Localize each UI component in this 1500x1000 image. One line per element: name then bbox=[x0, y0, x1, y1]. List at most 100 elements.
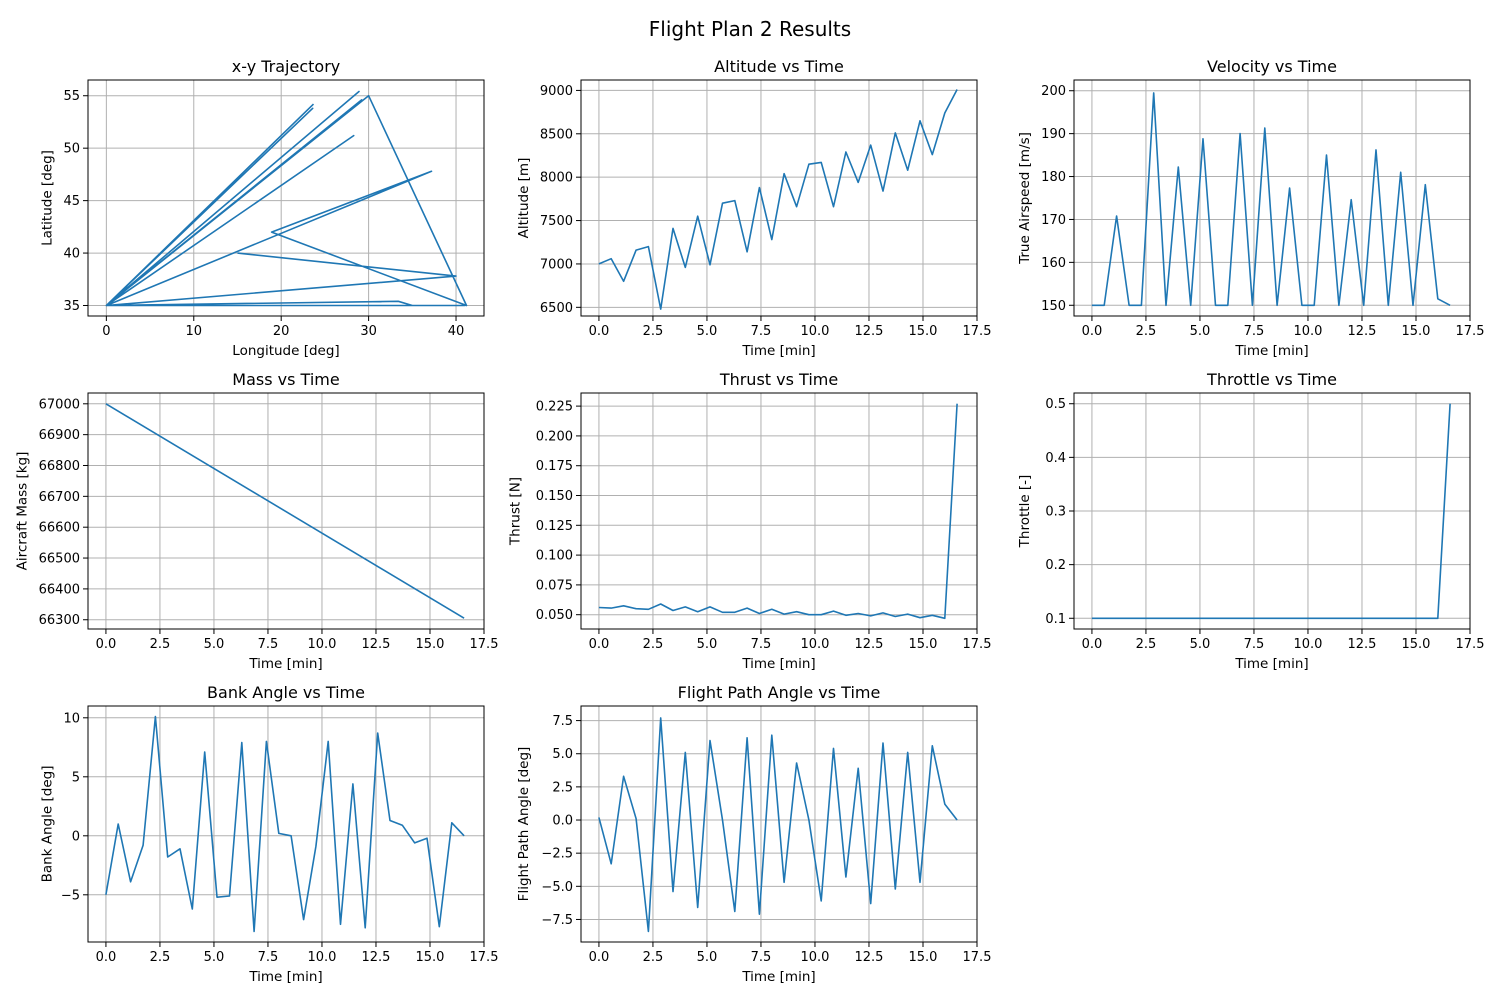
y-tick-label: 66600 bbox=[39, 521, 80, 536]
x-tick-label: 10.0 bbox=[1293, 637, 1322, 652]
axes-frame-mass bbox=[87, 392, 485, 630]
x-tick-label: 12.5 bbox=[855, 950, 884, 965]
y-axis-label: Aircraft Mass [kg] bbox=[15, 452, 31, 571]
axes-frame-bank bbox=[87, 705, 485, 943]
y-tick-label: 55 bbox=[63, 89, 80, 104]
panel-throttle: 0.0 2.5 5.0 7.5 10.0 12.5 15.0 17.5 0.1 0.2 0.3 0.4… bbox=[1017, 370, 1484, 672]
y-tick-label: 50 bbox=[63, 142, 80, 157]
x-tick-label: 17.5 bbox=[963, 950, 992, 965]
y-tick-label: −5.0 bbox=[541, 880, 573, 895]
x-tick-label: 10.0 bbox=[307, 637, 336, 652]
axes-frame-alt bbox=[580, 79, 978, 317]
y-tick-label: 66800 bbox=[39, 459, 80, 474]
y-tick-label: 0.100 bbox=[536, 549, 573, 564]
y-axis-label: Altitude [m] bbox=[516, 158, 532, 239]
x-tick-label: 2.5 bbox=[643, 324, 664, 339]
x-tick-label: 5.0 bbox=[1190, 637, 1211, 652]
x-tick-label: 30 bbox=[360, 324, 377, 339]
grid-mass bbox=[88, 393, 485, 629]
panel-title: Altitude vs Time bbox=[714, 57, 844, 76]
y-tick-label: 0.0 bbox=[552, 814, 573, 829]
x-tick-label: 17.5 bbox=[963, 637, 992, 652]
x-tick-label: 2.5 bbox=[150, 950, 171, 965]
x-tick-label: 7.5 bbox=[751, 637, 772, 652]
y-tick-label: 0.075 bbox=[536, 578, 573, 593]
x-tick-label: 2.5 bbox=[1136, 324, 1157, 339]
x-tick-label: 0.0 bbox=[589, 324, 610, 339]
y-tick-label: 150 bbox=[1041, 299, 1066, 314]
series-line-fpa bbox=[598, 717, 958, 933]
series-line-alt bbox=[598, 89, 958, 310]
x-tick-label: 5.0 bbox=[204, 950, 225, 965]
x-tick-label: 5.0 bbox=[697, 950, 718, 965]
y-axis-label: Latitude [deg] bbox=[39, 150, 55, 246]
y-tick-label: 7000 bbox=[540, 257, 573, 272]
series-line-bank bbox=[105, 715, 465, 933]
x-tick-label: 7.5 bbox=[258, 950, 279, 965]
y-tick-label: 9000 bbox=[540, 84, 573, 99]
y-tick-label: 0.175 bbox=[536, 459, 573, 474]
y-tick-label: 170 bbox=[1041, 213, 1066, 228]
x-tick-label: 20 bbox=[273, 324, 290, 339]
y-tick-label: 8000 bbox=[540, 171, 573, 186]
y-tick-label: 66700 bbox=[39, 490, 80, 505]
y-tick-label: 0.5 bbox=[1045, 397, 1066, 412]
x-tick-label: 15.0 bbox=[909, 950, 938, 965]
x-tick-label: 15.0 bbox=[1402, 324, 1431, 339]
x-axis-label: Time [min] bbox=[741, 656, 815, 672]
y-tick-label: 67000 bbox=[39, 397, 80, 412]
x-tick-label: 12.5 bbox=[362, 950, 391, 965]
panel-alt: 0.0 2.5 5.0 7.5 10.0 12.5 15.0 17.5 6500 7000 7500… bbox=[516, 57, 992, 359]
y-tick-label: 40 bbox=[63, 247, 80, 262]
x-tick-label: 0.0 bbox=[96, 950, 117, 965]
y-tick-label: 5.0 bbox=[552, 747, 573, 762]
y-tick-label: 66400 bbox=[39, 582, 80, 597]
x-tick-label: 2.5 bbox=[643, 637, 664, 652]
x-tick-label: 0.0 bbox=[589, 950, 610, 965]
y-tick-label: 160 bbox=[1041, 256, 1066, 271]
x-tick-label: 10.0 bbox=[800, 324, 829, 339]
y-tick-label: 66300 bbox=[39, 613, 80, 628]
y-tick-label: 7.5 bbox=[552, 714, 573, 729]
x-tick-label: 0.0 bbox=[1082, 324, 1103, 339]
x-tick-label: 2.5 bbox=[643, 950, 664, 965]
series-line-mass bbox=[105, 403, 465, 619]
x-tick-label: 2.5 bbox=[1136, 637, 1157, 652]
panel-title: Bank Angle vs Time bbox=[207, 683, 365, 702]
panel-title: x-y Trajectory bbox=[232, 57, 341, 76]
y-tick-label: 0 bbox=[72, 829, 80, 844]
x-tick-label: 7.5 bbox=[1244, 324, 1265, 339]
y-tick-label: 0.4 bbox=[1045, 451, 1066, 466]
x-tick-label: 7.5 bbox=[751, 950, 772, 965]
x-tick-label: 0.0 bbox=[589, 637, 610, 652]
panel-title: Flight Path Angle vs Time bbox=[678, 683, 881, 702]
y-tick-label: 66900 bbox=[39, 428, 80, 443]
y-tick-label: 0.225 bbox=[536, 400, 573, 415]
panel-title: Velocity vs Time bbox=[1207, 57, 1337, 76]
axes-frame-vel bbox=[1073, 79, 1471, 317]
series-line-throttle bbox=[1091, 403, 1451, 620]
panel-fpa: 0.0 2.5 5.0 7.5 10.0 12.5 15.0 17.5 −7.5 −5.0 −2.5… bbox=[516, 683, 992, 985]
x-tick-label: 17.5 bbox=[963, 324, 992, 339]
x-tick-label: 12.5 bbox=[855, 637, 884, 652]
x-tick-label: 15.0 bbox=[416, 637, 445, 652]
x-tick-label: 0.0 bbox=[96, 637, 117, 652]
y-tick-label: 10 bbox=[63, 711, 80, 726]
panel-xy: 0 10 20 30 40 35 40 45 50 55 x-y Trajectory Longitu… bbox=[39, 57, 485, 359]
x-tick-label: 15.0 bbox=[1402, 637, 1431, 652]
x-tick-label: 5.0 bbox=[1190, 324, 1211, 339]
y-tick-label: 2.5 bbox=[552, 780, 573, 795]
y-tick-label: 5 bbox=[72, 770, 80, 785]
y-axis-label: True Airspeed [m/s] bbox=[1017, 132, 1033, 265]
y-tick-label: 0.1 bbox=[1045, 612, 1066, 627]
x-tick-label: 2.5 bbox=[150, 637, 171, 652]
x-tick-label: 7.5 bbox=[751, 324, 772, 339]
series-line-thrust bbox=[598, 403, 958, 620]
panel-mass: 0.0 2.5 5.0 7.5 10.0 12.5 15.0 17.5 66300 66400 66… bbox=[15, 370, 499, 672]
x-tick-label: 7.5 bbox=[258, 637, 279, 652]
panel-thrust: 0.0 2.5 5.0 7.5 10.0 12.5 15.0 17.5 0.050 0.075 0.… bbox=[508, 370, 992, 672]
x-tick-label: 5.0 bbox=[204, 637, 225, 652]
